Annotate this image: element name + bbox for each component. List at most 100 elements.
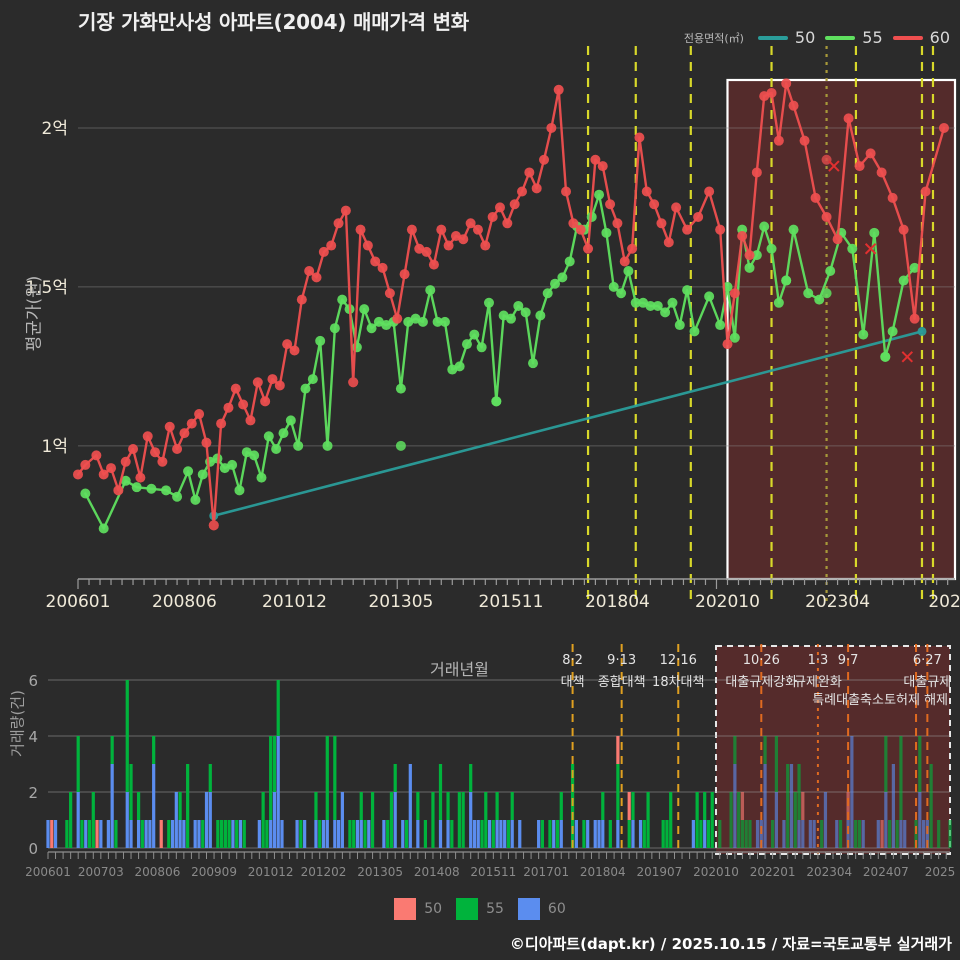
legend-square-60 — [517, 898, 540, 920]
volume-bar — [744, 820, 748, 848]
volume-bar — [178, 820, 182, 848]
price-point-55 — [520, 307, 531, 318]
bottom-legend-item-50[interactable]: 50 — [394, 898, 442, 920]
price-point-55 — [601, 227, 612, 238]
volume-bar — [457, 792, 461, 848]
price-point-55 — [803, 288, 814, 299]
price-xtick-201012: 201012 — [262, 592, 327, 612]
price-point-60 — [619, 256, 630, 267]
price-point-60 — [472, 224, 483, 235]
price-point-60 — [172, 444, 183, 455]
volume-bar — [272, 736, 277, 792]
price-point-55 — [608, 281, 619, 292]
volume-bar — [276, 736, 280, 848]
price-point-60 — [260, 396, 271, 407]
volume-bar — [84, 820, 88, 848]
volume-bar — [789, 764, 794, 848]
volume-bar — [665, 820, 669, 848]
price-point-outlier — [821, 288, 832, 299]
volume-annotation-label-3: 대출규제강화 — [725, 675, 797, 690]
price-point-55 — [432, 316, 443, 327]
volume-bar — [423, 820, 428, 848]
volume-bar — [416, 820, 420, 848]
price-point-55 — [190, 494, 201, 505]
volume-xtick-202201: 202201 — [750, 865, 796, 879]
volume-xtick-201202: 201202 — [301, 865, 347, 879]
price-point-55 — [256, 472, 267, 483]
volume-annotation-label-6: 토허제 해제 — [884, 693, 948, 708]
price-point-60 — [157, 456, 168, 467]
price-point-55 — [744, 262, 755, 273]
volume-bar — [314, 792, 318, 820]
volume-bar — [899, 820, 903, 848]
volume-bar — [223, 820, 227, 848]
price-point-60 — [590, 154, 601, 165]
volume-bar — [95, 820, 99, 848]
price-point-55 — [788, 224, 799, 235]
price-point-55 — [564, 256, 575, 267]
volume-bar — [303, 820, 307, 848]
volume-bar — [174, 792, 178, 848]
bottom-legend-item-55[interactable]: 55 — [456, 898, 504, 920]
price-point-60 — [480, 240, 491, 251]
price-point-55 — [483, 297, 494, 308]
top-legend-item-50[interactable]: 50 — [757, 28, 816, 47]
footer-credit: ©디아파트(dapt.kr) / 2025.10.15 / 자료=국토교통부 실… — [509, 935, 952, 953]
price-point-60 — [150, 447, 161, 458]
volume-bar — [763, 736, 767, 764]
price-point-55 — [513, 300, 524, 311]
price-point-60 — [634, 132, 645, 143]
volume-bar — [408, 764, 412, 848]
price-point-55 — [729, 332, 740, 343]
price-point-60 — [282, 339, 293, 350]
price-point-55 — [715, 320, 726, 331]
volume-bar — [401, 820, 405, 848]
price-point-60 — [799, 135, 810, 146]
price-point-60 — [649, 199, 660, 210]
price-point-60 — [612, 218, 623, 229]
volume-bar — [182, 820, 186, 848]
price-point-55 — [329, 323, 340, 334]
price-point-60 — [428, 259, 439, 270]
price-point-60 — [267, 374, 278, 385]
price-point-60 — [201, 437, 212, 448]
legend-square-55 — [456, 898, 479, 920]
volume-bar — [393, 764, 397, 792]
price-point-55 — [197, 469, 208, 480]
price-point-55 — [227, 459, 238, 470]
top-legend-item-55[interactable]: 55 — [825, 28, 883, 47]
volume-xtick-201408: 201408 — [414, 865, 460, 879]
top-legend-label-50: 50 — [794, 28, 816, 47]
volume-bar — [450, 820, 454, 848]
price-point-55 — [616, 288, 627, 299]
volume-bar — [321, 820, 326, 848]
price-point-60 — [920, 186, 931, 197]
volume-bar — [235, 820, 239, 848]
volume-bar — [80, 820, 84, 848]
price-point-60 — [722, 339, 733, 350]
top-legend-item-60[interactable]: 60 — [892, 28, 950, 47]
volume-xtick-202407: 202407 — [863, 865, 909, 879]
price-point-60 — [502, 218, 513, 229]
price-point-60 — [575, 224, 586, 235]
price-point-55 — [505, 313, 516, 324]
price-point-outlier — [395, 440, 406, 451]
volume-bar — [593, 820, 597, 848]
volume-bar — [197, 820, 201, 848]
price-point-55 — [454, 361, 465, 372]
volume-bar — [355, 820, 360, 848]
price-point-60 — [744, 250, 755, 261]
volume-bar — [208, 764, 212, 792]
price-point-60 — [605, 199, 616, 210]
volume-bar — [857, 820, 862, 848]
bottom-legend-item-60[interactable]: 60 — [517, 898, 566, 920]
volume-bar — [110, 736, 114, 764]
price-point-50 — [917, 326, 927, 336]
volume-bar — [937, 820, 941, 848]
price-point-60 — [436, 224, 447, 235]
volume-bar — [880, 820, 884, 848]
volume-bar — [631, 792, 635, 820]
volume-bar — [50, 820, 54, 848]
price-point-60 — [406, 224, 417, 235]
